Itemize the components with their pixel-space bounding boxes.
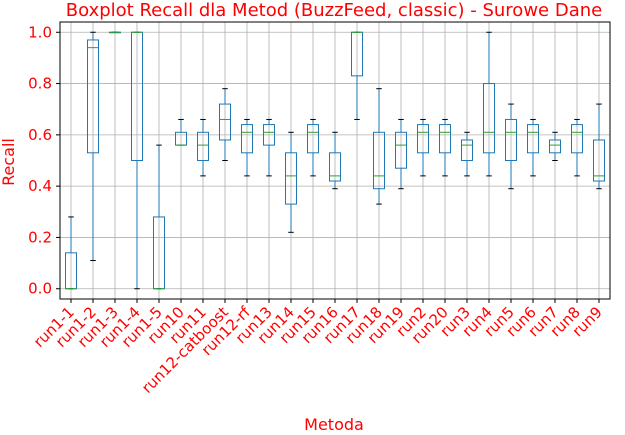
iqr-box [527, 124, 539, 154]
box-run15 [307, 118, 319, 177]
box-run1-3 [109, 31, 121, 34]
x-axis-label: Metoda [304, 415, 364, 434]
box-run20 [439, 118, 451, 177]
y-axis-ticks: 0.0 0.2 0.4 0.6 0.8 1.0 [28, 23, 60, 298]
iqr-box [571, 124, 583, 154]
box-run12-rf [241, 118, 253, 177]
box-run13 [263, 118, 275, 177]
box-run18 [373, 88, 385, 205]
iqr-box [439, 124, 451, 154]
iqr-box [395, 131, 407, 169]
iqr-box [373, 131, 385, 190]
iqr-box [593, 139, 605, 182]
box-run19 [395, 118, 407, 190]
iqr-box [483, 83, 495, 154]
box-run5 [505, 103, 517, 190]
box-run1-1 [65, 216, 77, 290]
iqr-box [307, 124, 319, 154]
box-run12-catboost [219, 88, 231, 161]
y-tick-label: 1.0 [28, 23, 52, 41]
box-run6 [527, 118, 539, 177]
iqr-box [329, 152, 341, 182]
iqr-box [241, 124, 253, 154]
y-tick-label: 0.4 [28, 177, 52, 195]
iqr-box [219, 103, 231, 141]
box-run9 [593, 103, 605, 190]
y-tick-label: 0.8 [28, 75, 52, 93]
box-run17 [351, 31, 363, 120]
iqr-box [263, 124, 275, 146]
y-tick-label: 0.2 [28, 228, 52, 246]
iqr-box [197, 131, 209, 161]
box-run1-5 [153, 144, 165, 290]
iqr-box [505, 118, 517, 161]
box-run2 [417, 118, 429, 177]
boxplot-series [65, 31, 605, 290]
iqr-box [417, 124, 429, 154]
box-run3 [461, 131, 473, 177]
chart-title: Boxplot Recall dla Metod (BuzzFeed, clas… [66, 0, 602, 21]
x-axis-ticks: run1-1run1-2run1-3run1-4run1-5run10run11… [30, 299, 606, 397]
y-tick-label: 0.0 [28, 280, 52, 298]
box-run14 [285, 131, 297, 233]
box-run16 [329, 131, 341, 190]
iqr-box [285, 152, 297, 205]
iqr-box [549, 139, 561, 154]
box-run7 [549, 131, 561, 161]
iqr-box [87, 39, 99, 154]
box-run1-2 [87, 31, 99, 262]
box-run8 [571, 118, 583, 177]
iqr-box [461, 139, 473, 161]
box-run11 [197, 118, 209, 177]
box-run10 [175, 118, 187, 146]
y-axis-label: Recall [0, 138, 18, 186]
box-run4 [483, 31, 495, 177]
box-run1-4 [131, 31, 143, 290]
y-tick-label: 0.6 [28, 126, 52, 144]
